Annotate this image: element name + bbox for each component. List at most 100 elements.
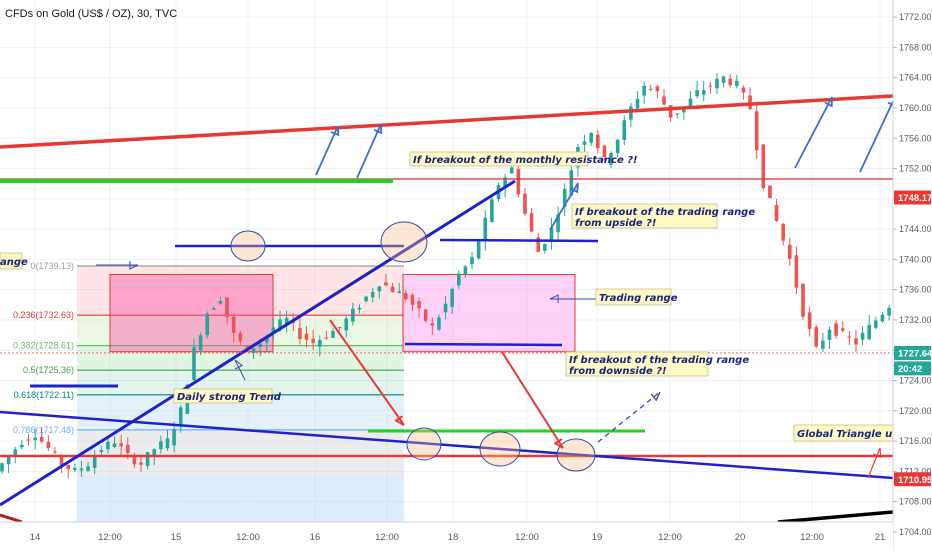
candle-body [26, 439, 31, 441]
time-axis-bg [0, 522, 893, 550]
chart-title: CFDs on Gold (US$ / OZ), 30, TVC [5, 8, 177, 20]
price-label-bg [894, 472, 931, 487]
price-tick-label: 1704.00 [899, 527, 932, 537]
fib-level-label: 0.5(1725.36) [23, 365, 74, 375]
candle-body [46, 441, 51, 449]
highlight-ellipse [479, 431, 521, 467]
price-tick-label: 1772.00 [899, 12, 932, 22]
candle-body [787, 244, 792, 259]
candle-body [106, 441, 110, 450]
price-tick-label: 1764.00 [899, 73, 932, 83]
candle-body [370, 291, 375, 298]
candle-body [807, 312, 812, 329]
candle-body [99, 450, 104, 453]
candle-body [662, 96, 666, 105]
price-label-text: 20:42 [898, 364, 922, 375]
time-tick-label: 18 [448, 532, 459, 543]
candle-body [463, 266, 468, 275]
candle-body [430, 323, 435, 326]
candle-body [59, 455, 64, 466]
candle-body [668, 105, 673, 118]
candle-body [205, 313, 210, 336]
candle-body [145, 452, 150, 466]
candle-body [887, 307, 891, 316]
arrow-trend-head [234, 359, 244, 370]
fib-level-label: 0.786(1717.48) [13, 425, 74, 435]
price-tick-label: 1712.00 [899, 466, 932, 476]
candle-body [278, 319, 282, 328]
candle-body [596, 134, 600, 149]
candle-body [73, 467, 77, 470]
candle-body [840, 328, 845, 331]
time-tick-label: 14 [30, 532, 41, 543]
candle-body [238, 333, 243, 342]
candle-body [847, 336, 852, 338]
candle-body [337, 327, 342, 329]
candle-body [20, 444, 24, 448]
candle-body [450, 288, 454, 307]
time-tick-label: 19 [592, 532, 603, 543]
candle-body [761, 144, 766, 189]
highlight-ellipse [406, 427, 442, 461]
candle-body [609, 152, 613, 165]
price-tick-label: 1732.00 [899, 315, 932, 325]
candle-body [212, 308, 216, 310]
arrow-up-head [570, 182, 579, 194]
candle-body [404, 293, 408, 300]
candle-body [423, 309, 428, 321]
candle-body [284, 318, 289, 324]
candle-body [483, 217, 488, 242]
candle-body [125, 444, 130, 453]
candle-body [344, 318, 349, 331]
candle-body [245, 346, 249, 348]
range-bottom-line [404, 342, 563, 347]
candle-body [536, 237, 541, 252]
candle-body [159, 441, 163, 450]
candle-body [735, 80, 739, 86]
candle-body [635, 98, 640, 109]
candle-body [119, 443, 123, 447]
price-label-bg [894, 361, 931, 376]
arrow-down-head [553, 438, 564, 449]
time-tick-label: 12:00 [98, 532, 122, 543]
candle-body [152, 449, 157, 456]
candle-body [860, 332, 865, 340]
candle-body [821, 340, 825, 349]
note-daily-trend-bg [173, 388, 273, 404]
arrow-down [501, 351, 564, 449]
price-label-text: 1710.95 [898, 475, 932, 486]
candle-body [695, 90, 699, 97]
candle-body [364, 296, 368, 302]
candle-body [397, 291, 401, 294]
candle-body [549, 227, 554, 242]
arrow-down [329, 319, 405, 426]
arrow-triangle-head [873, 447, 882, 458]
candle-body [629, 106, 633, 120]
note-left-text: ange [0, 257, 28, 268]
note-triangle-text: Global Triangle upsi [797, 429, 909, 440]
note-range-downside-text: If breakout of the trading range [569, 355, 749, 366]
price-tick-label: 1756.00 [899, 133, 932, 143]
candle-body [741, 87, 746, 93]
price-tick-label: 1744.00 [899, 224, 932, 234]
price-tick-label: 1708.00 [899, 497, 932, 507]
arrow-range-head [549, 294, 559, 303]
note-monthly-resistance-bg [409, 151, 589, 167]
price-tick-label: 1768.00 [899, 42, 932, 52]
range-top-line [439, 238, 599, 243]
note-trading-range-bg [595, 288, 672, 306]
candle-body [66, 465, 70, 469]
candle-body [298, 328, 302, 339]
candle-body [874, 320, 878, 328]
candle-body [377, 286, 382, 292]
candle-body [728, 78, 732, 86]
candle-body [470, 257, 474, 264]
candle-body [582, 141, 587, 145]
arrow-box-head [129, 261, 139, 270]
time-tick-label: 12:00 [800, 532, 824, 543]
price-tick-label: 1760.00 [899, 103, 932, 113]
monthly-resistance-line [0, 94, 894, 149]
price-tick-label: 1720.00 [899, 406, 932, 416]
